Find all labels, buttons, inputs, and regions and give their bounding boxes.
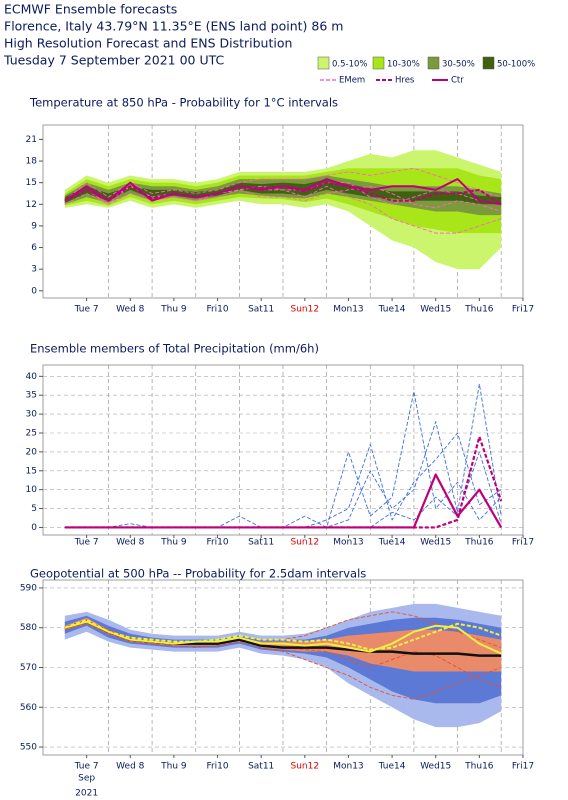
y-tick-label: 15 <box>26 466 37 476</box>
x-tick-label: Thu16 <box>464 538 494 548</box>
x-tick-label: Fri17 <box>512 762 534 772</box>
x-sublabel: 2021 <box>75 789 98 799</box>
y-tick-label: 5 <box>31 504 37 514</box>
y-tick-label: 590 <box>20 583 37 593</box>
probability-band <box>64 168 502 234</box>
series-line <box>64 621 502 700</box>
x-tick-label: Thu 9 <box>160 762 187 772</box>
header-line: Florence, Italy 43.79°N 11.35°E (ENS lan… <box>4 19 343 34</box>
x-tick-label: Fri10 <box>206 538 228 548</box>
x-tick-label: Sun12 <box>291 762 320 772</box>
x-tick-label: Tue14 <box>378 538 406 548</box>
x-tick-label: Fri17 <box>512 305 534 315</box>
x-tick-label: Sat11 <box>248 762 274 772</box>
x-tick-label: Sat11 <box>248 538 274 548</box>
y-tick-label: 0 <box>31 286 37 296</box>
legend-label: 10-30% <box>387 60 420 70</box>
y-tick-label: 550 <box>20 743 37 753</box>
x-tick-label: Wed 8 <box>116 305 144 315</box>
panel-title: Temperature at 850 hPa - Probability for… <box>29 96 338 110</box>
x-tick-label: Thu 9 <box>160 538 187 548</box>
y-tick-label: 9 <box>31 221 37 231</box>
y-tick-label: 18 <box>26 157 38 167</box>
legend-swatch <box>372 56 385 70</box>
x-tick-label: Thu16 <box>464 762 494 772</box>
y-tick-label: 20 <box>26 447 38 457</box>
y-tick-label: 21 <box>26 135 37 145</box>
y-tick-label: 30 <box>26 410 38 420</box>
series-line <box>64 167 502 202</box>
series-line <box>64 473 503 529</box>
legend-label: EMem <box>339 76 365 86</box>
series-line <box>64 185 502 212</box>
x-tick-label: Tue 7 <box>74 538 99 548</box>
x-tick-label: Wed 8 <box>116 762 144 772</box>
x-tick-label: Wed15 <box>420 305 451 315</box>
x-tick-label: Tue14 <box>378 762 406 772</box>
series-line <box>64 620 502 655</box>
panel-title: Ensemble members of Total Precipitation … <box>30 342 319 356</box>
y-tick-label: 0 <box>31 523 37 533</box>
header-line: ECMWF Ensemble forecasts <box>4 2 177 17</box>
x-tick-label: Fri10 <box>206 762 228 772</box>
x-tick-label: Mon13 <box>333 538 363 548</box>
x-tick-label: Tue14 <box>378 305 406 315</box>
y-tick-label: 6 <box>31 243 37 253</box>
x-tick-label: Tue 7 <box>74 762 99 772</box>
x-tick-label: Wed 8 <box>116 538 144 548</box>
probability-band <box>64 175 502 216</box>
probability-band <box>64 179 502 205</box>
legend-swatch <box>482 56 495 70</box>
x-tick-label: Wed15 <box>420 762 451 772</box>
series-line <box>64 178 502 206</box>
header-line: Tuesday 7 September 2021 00 UTC <box>3 53 225 68</box>
y-tick-label: 12 <box>26 200 37 210</box>
y-tick-label: 580 <box>20 623 37 633</box>
y-tick-label: 570 <box>20 663 37 673</box>
panel-title: Geopotential at 500 hPa -- Probability f… <box>30 567 366 581</box>
series-line <box>64 618 502 651</box>
header-line: High Resolution Forecast and ENS Distrib… <box>4 36 292 51</box>
x-tick-label: Fri17 <box>512 538 534 548</box>
y-tick-label: 10 <box>26 485 38 495</box>
x-tick-label: Tue 7 <box>74 305 99 315</box>
legend-label: Hres <box>395 76 415 86</box>
x-tick-label: Wed15 <box>420 538 451 548</box>
y-tick-label: 40 <box>26 372 38 382</box>
y-tick-label: 25 <box>26 429 37 439</box>
x-tick-label: Sat11 <box>248 305 274 315</box>
x-tick-label: Thu 9 <box>160 305 187 315</box>
y-tick-label: 560 <box>20 703 37 713</box>
legend-label: 0.5-10% <box>332 60 367 70</box>
y-tick-label: 35 <box>26 391 37 401</box>
legend-swatch <box>317 56 330 70</box>
x-sublabel: Sep <box>78 774 95 784</box>
x-tick-label: Sun12 <box>291 305 320 315</box>
legend-label: Ctr <box>451 76 464 86</box>
y-tick-label: 15 <box>26 178 37 188</box>
x-tick-label: Mon13 <box>333 762 363 772</box>
series-line <box>64 181 502 206</box>
y-tick-label: 3 <box>31 265 37 275</box>
legend-swatch <box>427 56 440 70</box>
x-tick-label: Sun12 <box>291 538 320 548</box>
x-tick-label: Mon13 <box>333 305 363 315</box>
legend-label: 30-50% <box>442 60 475 70</box>
legend-label: 50-100% <box>497 60 535 70</box>
x-tick-label: Thu16 <box>464 305 494 315</box>
x-tick-label: Fri10 <box>206 305 228 315</box>
